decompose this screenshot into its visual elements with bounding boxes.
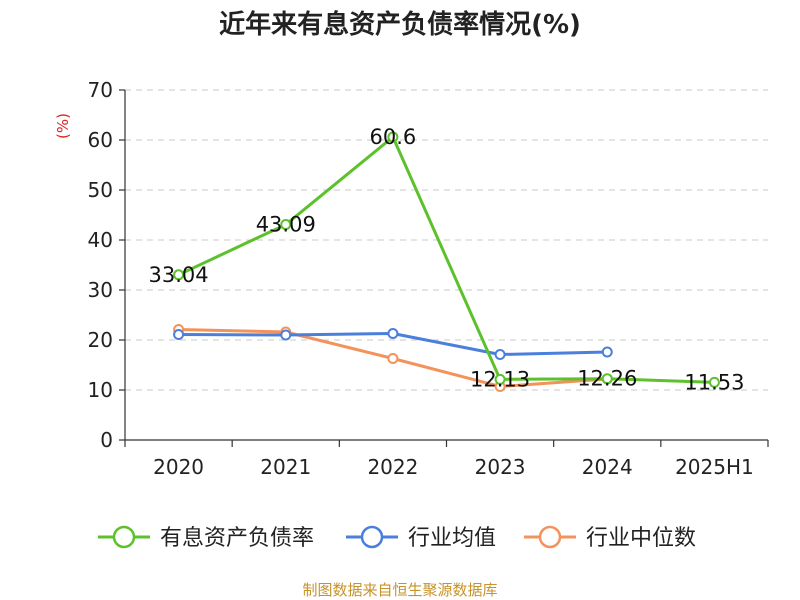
- legend: 有息资产负债率 行业均值 行业中位数: [98, 525, 696, 551]
- legend-marker: [112, 525, 136, 549]
- y-tick-label: 30: [88, 278, 113, 302]
- x-tick-label: 2022: [367, 455, 418, 479]
- data-label: 60.6: [370, 125, 417, 149]
- y-tick-label: 60: [88, 128, 113, 152]
- y-tick-label: 10: [88, 378, 113, 402]
- data-point: [387, 328, 399, 339]
- data-point: [708, 376, 720, 388]
- y-tick-label: 20: [88, 328, 113, 352]
- legend-label: 行业均值: [408, 526, 496, 551]
- data-point: [387, 353, 399, 364]
- y-tick-label: 0: [100, 428, 113, 452]
- data-label: 11.53: [684, 370, 744, 394]
- data-label: 12.13: [470, 367, 530, 391]
- data-point: [280, 219, 292, 231]
- legend-marker: [360, 525, 384, 549]
- axes: 0 10 20 30 40 50 60 70 2020 2021 2022 2023 2024 2025H…: [88, 78, 769, 479]
- series-line: [177, 135, 715, 384]
- x-tick-label: 2021: [260, 455, 311, 479]
- y-tick-label: 40: [88, 228, 113, 252]
- legend-label: 有息资产负债率: [160, 526, 314, 551]
- chart-title: 近年来有息资产负债率情况(%): [219, 9, 581, 40]
- x-tick-label: 2025H1: [675, 455, 754, 479]
- data-labels: 33.04 43.09 60.6 12.13 12.26 11.53: [149, 125, 745, 394]
- x-tick-label: 2023: [475, 455, 526, 479]
- legend-marker: [538, 525, 562, 549]
- x-tick-label: 2020: [153, 455, 204, 479]
- data-label: 43.09: [256, 213, 316, 237]
- series-layer: [173, 131, 720, 392]
- gridlines: [125, 89, 768, 391]
- data-label: 12.26: [577, 367, 637, 391]
- data-point: [280, 329, 292, 341]
- legend-label: 行业中位数: [586, 526, 696, 551]
- data-label: 33.04: [149, 263, 209, 287]
- y-tick-label: 70: [88, 78, 113, 102]
- data-point: [494, 349, 506, 360]
- data-point: [173, 269, 185, 281]
- x-tick-label: 2024: [582, 455, 633, 479]
- data-point: [601, 346, 613, 358]
- y-axis-unit: (%): [54, 113, 72, 139]
- y-tick-label: 50: [88, 178, 113, 202]
- data-point: [387, 131, 399, 143]
- data-point: [173, 329, 185, 340]
- data-point: [494, 373, 506, 385]
- data-point: [601, 373, 613, 385]
- source-note: 制图数据来自恒生聚源数据库: [302, 581, 497, 599]
